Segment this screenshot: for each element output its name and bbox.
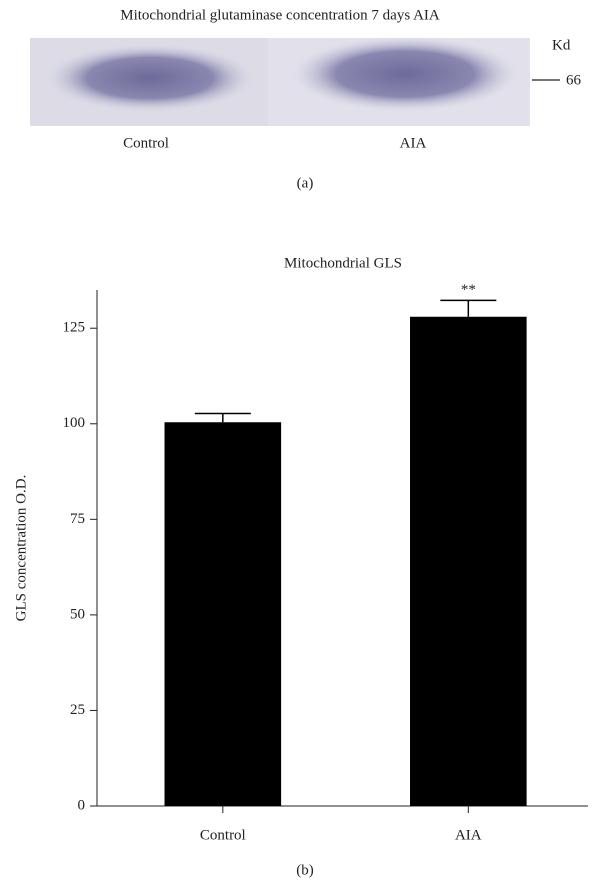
y-tick-label: 25 <box>70 702 85 718</box>
blot-marker: 66 <box>566 72 582 88</box>
blot-band <box>45 44 255 112</box>
y-axis-title: GLS concentration O.D. <box>13 475 29 622</box>
x-tick-label: AIA <box>455 827 482 843</box>
panel-label: (b) <box>296 862 314 878</box>
y-tick-label: 125 <box>63 320 86 336</box>
page: {"blot": {"title": "Mitochondrial glutam… <box>0 0 611 888</box>
x-tick-label: Control <box>200 827 246 843</box>
figure: Mitochondrial glutaminase concentration … <box>0 0 611 888</box>
y-tick-label: 0 <box>78 797 86 813</box>
y-tick-label: 100 <box>63 415 86 431</box>
y-tick-label: 50 <box>70 606 85 622</box>
blot-band <box>290 36 520 112</box>
lane-label: AIA <box>400 135 427 151</box>
bar <box>410 317 527 806</box>
bar <box>165 422 282 806</box>
significance-label: ** <box>461 282 476 298</box>
panel-label: (a) <box>297 175 314 191</box>
blot-unit: Kd <box>552 37 571 53</box>
y-tick-label: 75 <box>70 511 85 527</box>
chart-title: Mitochondrial GLS <box>284 255 402 271</box>
blot-title: Mitochondrial glutaminase concentration … <box>120 7 440 23</box>
lane-label: Control <box>123 135 169 151</box>
